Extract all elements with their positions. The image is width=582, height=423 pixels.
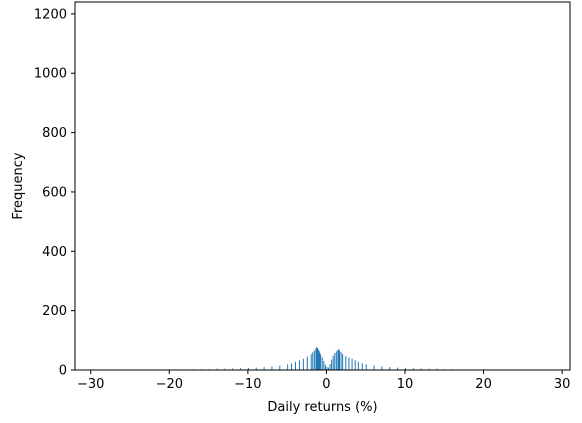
histogram-bar — [351, 358, 353, 370]
y-tick-label: 600 — [42, 185, 67, 200]
histogram-bar — [428, 368, 430, 370]
histogram-bar — [331, 359, 333, 370]
histogram-bar — [340, 352, 342, 370]
histogram-bar — [335, 351, 337, 370]
histogram-bar — [313, 350, 315, 370]
histogram-bar — [312, 352, 314, 370]
x-tick-label: 30 — [554, 377, 571, 392]
histogram-bar — [342, 353, 344, 370]
histogram-bar — [324, 364, 326, 370]
histogram-bar — [345, 356, 347, 370]
histogram-bar — [405, 367, 406, 370]
histogram-bar — [315, 348, 317, 370]
histogram-bar — [329, 364, 331, 370]
y-tick-label: 400 — [42, 245, 67, 260]
y-tick-label: 1000 — [34, 67, 67, 82]
histogram-bar — [420, 368, 422, 370]
histogram-bar — [232, 368, 234, 370]
plot-frame — [74, 1, 571, 371]
y-axis-label: Frequency — [11, 152, 26, 219]
y-tick-label: 1200 — [34, 7, 67, 22]
histogram-bar — [216, 368, 218, 370]
histogram-bar — [319, 352, 321, 370]
histogram-bar — [321, 357, 323, 370]
histogram-bar — [295, 361, 296, 370]
histogram-bar — [381, 366, 383, 370]
histogram-bar — [298, 360, 300, 370]
histogram-bar — [291, 363, 293, 370]
x-tick-label: −30 — [77, 377, 104, 392]
histogram-bar — [279, 365, 281, 370]
histogram-bar — [271, 366, 273, 370]
histogram-bar — [320, 354, 322, 370]
y-tick-label: 200 — [42, 304, 67, 319]
histogram-bar — [332, 355, 334, 370]
histogram-bar — [354, 360, 356, 370]
x-tick-label: 0 — [322, 377, 330, 392]
histogram-bar — [361, 363, 363, 370]
histogram-bar — [310, 354, 312, 370]
x-axis-label: Daily returns (%) — [267, 400, 377, 415]
x-tick-label: −10 — [234, 377, 261, 392]
histogram-bar — [389, 367, 391, 370]
histogram-bar — [373, 365, 375, 370]
histogram-bar — [357, 361, 359, 370]
histogram-bars — [90, 347, 548, 370]
histogram-bar — [302, 358, 304, 370]
histogram-bar — [240, 368, 241, 370]
histogram-bar — [338, 349, 340, 370]
histogram-bar — [317, 349, 319, 370]
y-tick-label: 800 — [42, 126, 67, 141]
x-tick-label: −20 — [156, 377, 183, 392]
histogram-bar — [412, 368, 414, 370]
histogram-bar — [337, 350, 339, 370]
histogram-bar — [263, 367, 265, 370]
x-tick-label: 20 — [475, 377, 492, 392]
x-tick-label: 10 — [397, 377, 414, 392]
histogram-bar — [287, 364, 289, 370]
histogram-bar — [339, 350, 340, 370]
histogram-bar — [316, 347, 318, 370]
histogram-bar — [334, 353, 336, 370]
histogram-bar — [326, 367, 328, 370]
histogram-bar — [306, 356, 308, 370]
histogram-bar — [436, 368, 438, 370]
histogram-bar — [328, 367, 329, 370]
histogram-bar — [348, 357, 350, 370]
histogram-bar — [397, 367, 399, 370]
histogram-bar — [224, 368, 226, 370]
x-axis-ticks: −30 −20 −10 0 10 20 30 — [77, 370, 570, 392]
histogram-bar — [317, 348, 318, 370]
histogram-bar — [247, 367, 249, 370]
y-tick-label: 0 — [59, 364, 67, 379]
histogram-bar — [255, 367, 257, 370]
histogram-bar — [323, 361, 325, 370]
y-axis-ticks: 0 200 400 600 800 1000 1200 — [34, 7, 75, 379]
histogram-bar — [318, 351, 320, 370]
histogram-bar — [365, 364, 367, 370]
